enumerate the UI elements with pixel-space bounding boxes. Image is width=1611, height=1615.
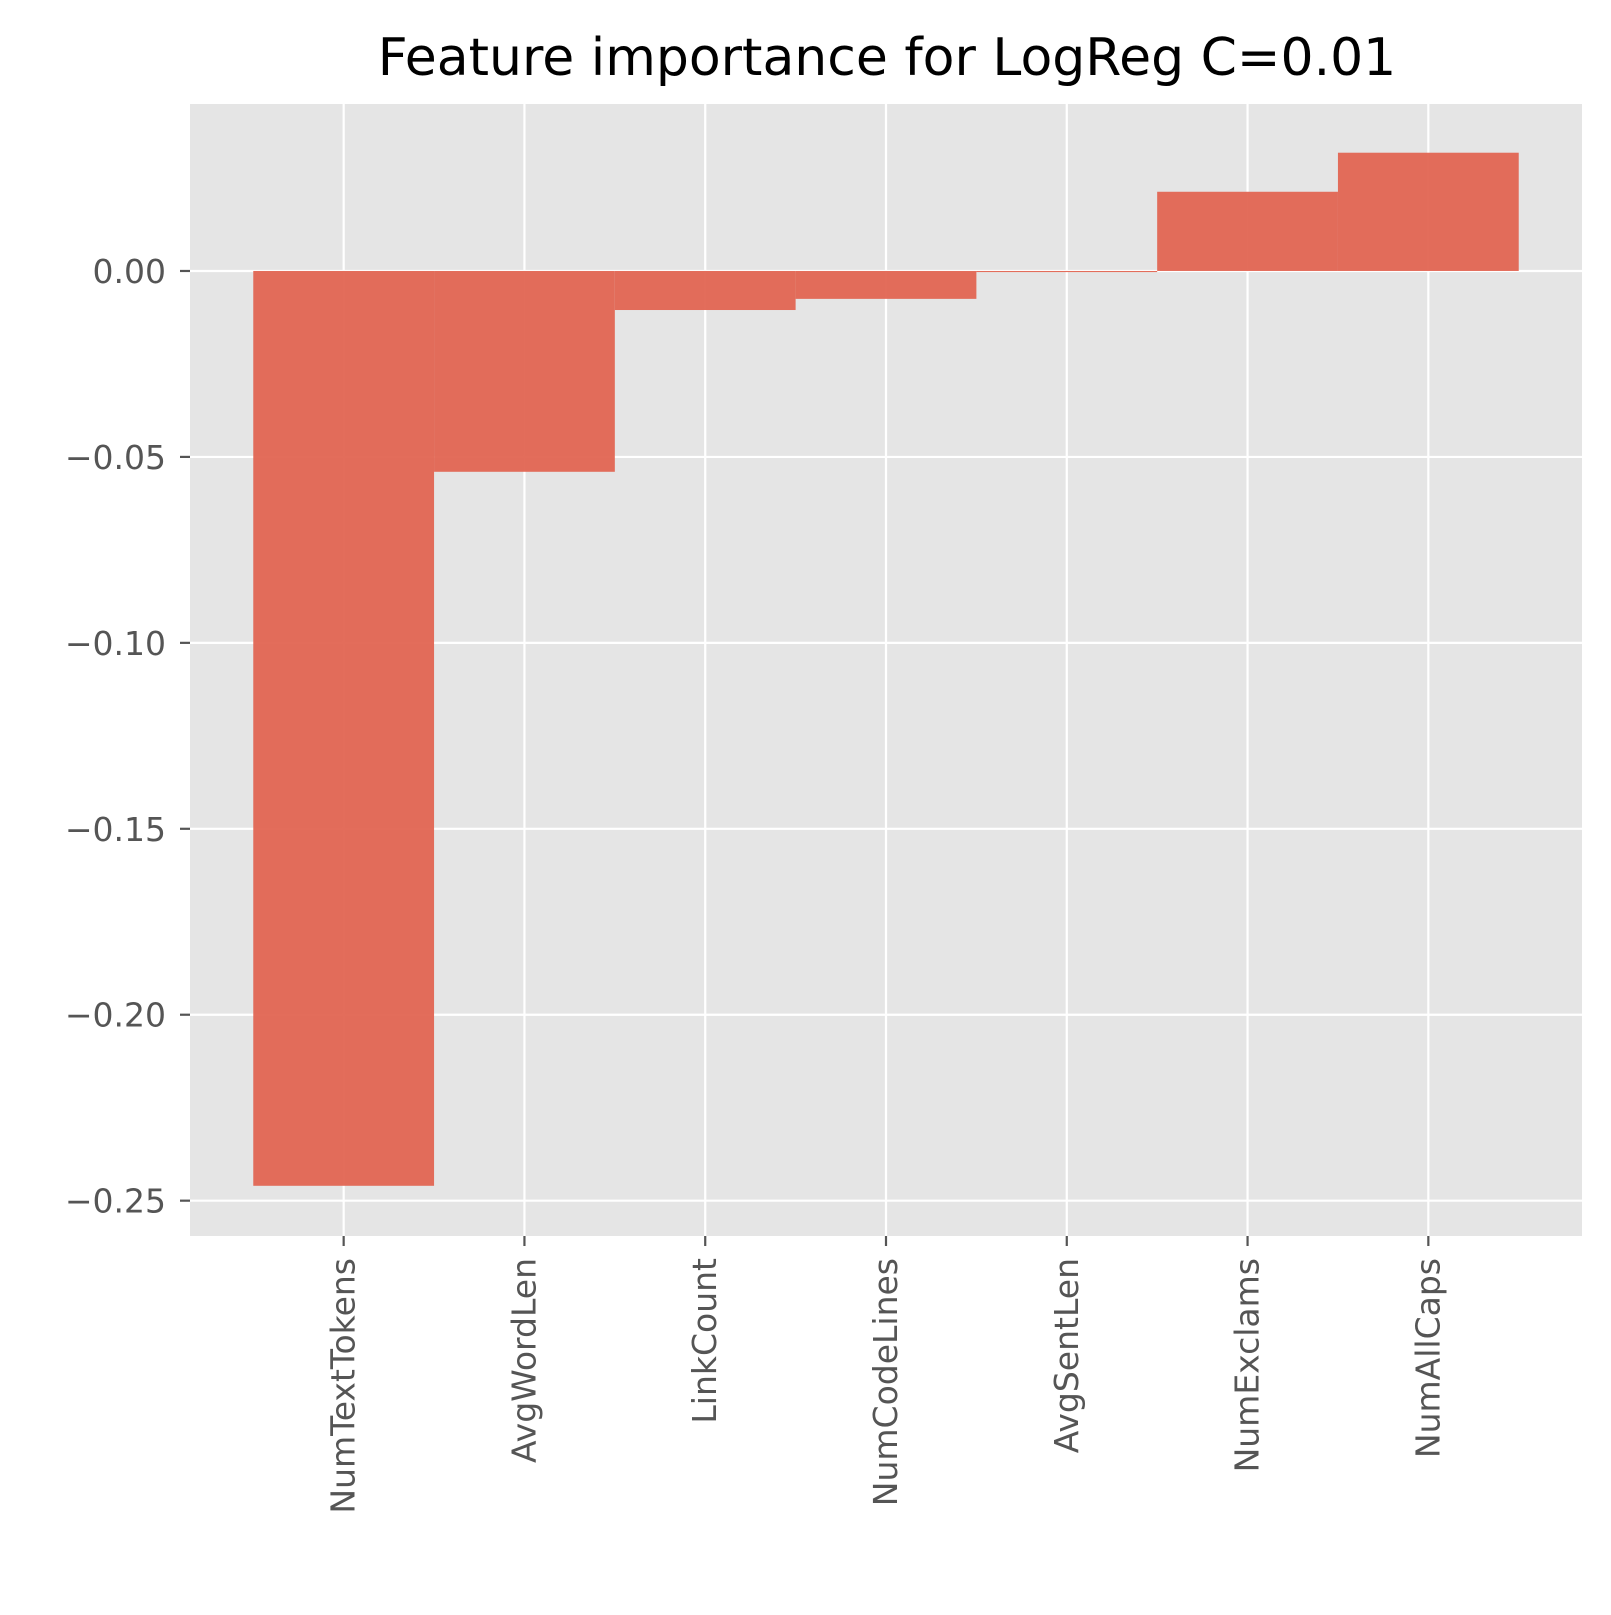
x-tick-label: NumTextTokens — [324, 1258, 363, 1514]
bar-NumAllCaps — [1337, 152, 1519, 271]
bar-AvgWordLen — [434, 270, 615, 472]
x-tick-label: LinkCount — [685, 1258, 724, 1424]
y-tick-label: −0.15 — [65, 810, 166, 849]
bar-NumTextTokens — [253, 270, 435, 1186]
x-axis-ticks: NumTextTokens AvgWordLen LinkCount NumCodeL… — [324, 1236, 1447, 1514]
x-tick-label: NumAllCaps — [1408, 1258, 1447, 1458]
x-tick-label: NumCodeLines — [866, 1258, 905, 1506]
y-axis-ticks: 0.00 −0.05 −0.10 −0.15 −0.20 −0.25 — [65, 252, 190, 1221]
chart-title: Feature importance for LogReg C=0.01 — [378, 28, 1397, 88]
bars — [253, 152, 1519, 1186]
bar-AvgSentLen — [976, 270, 1158, 273]
bar-NumExclams — [1157, 191, 1338, 271]
y-tick-label: −0.05 — [65, 438, 166, 477]
y-tick-label: −0.10 — [65, 624, 166, 663]
y-tick-label: 0.00 — [93, 252, 166, 291]
x-tick-label: AvgSentLen — [1047, 1258, 1086, 1453]
x-tick-label: AvgWordLen — [504, 1258, 543, 1463]
bar-LinkCount — [614, 270, 796, 311]
bar-NumCodeLines — [795, 270, 977, 299]
y-tick-label: −0.25 — [65, 1182, 166, 1221]
x-tick-label: NumExclams — [1228, 1258, 1267, 1472]
y-tick-label: −0.20 — [65, 996, 166, 1035]
